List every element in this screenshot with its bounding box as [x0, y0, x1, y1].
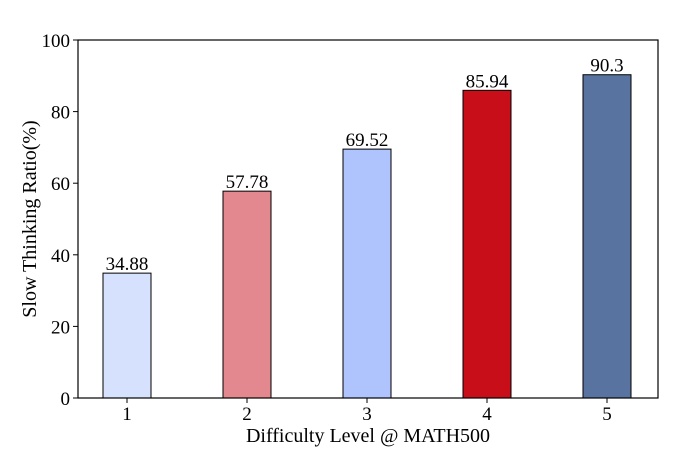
- bar-level-1: [102, 272, 152, 399]
- y-tick-label: 0: [61, 389, 71, 410]
- y-tick-label: 80: [51, 103, 70, 124]
- data-label-level-5: 90.3: [590, 56, 623, 77]
- x-axis-label: Difficulty Level @ MATH500: [246, 425, 490, 447]
- y-tick-label: 40: [51, 246, 70, 267]
- plot-frame: [77, 39, 659, 399]
- bar-level-2: [222, 190, 272, 399]
- bar-level-4: [462, 89, 512, 399]
- x-tick-label: 5: [602, 404, 612, 425]
- y-tick-label: 100: [42, 31, 71, 52]
- x-tick-label: 4: [482, 404, 492, 425]
- bar-level-5: [582, 74, 632, 399]
- y-axis-ticks: 0 20 40 60 80 100: [42, 31, 78, 410]
- x-tick-label: 2: [242, 404, 252, 425]
- data-label-level-4: 85.94: [466, 71, 509, 92]
- y-tick-label: 20: [51, 317, 70, 338]
- x-tick-label: 3: [362, 404, 372, 425]
- y-axis-label: Slow Thinking Ratio(%): [19, 120, 41, 317]
- data-labels-group: 34.88 57.78 69.52 85.94 90.3: [106, 56, 624, 275]
- bar-level-3: [342, 148, 392, 399]
- y-tick-label: 60: [51, 174, 70, 195]
- bars-group: [102, 74, 632, 399]
- x-tick-label: 1: [122, 404, 132, 425]
- x-axis-ticks: 1 2 3 4 5: [122, 398, 612, 425]
- data-label-level-3: 69.52: [346, 130, 389, 151]
- data-label-level-1: 34.88: [106, 254, 149, 275]
- data-label-level-2: 57.78: [226, 172, 269, 193]
